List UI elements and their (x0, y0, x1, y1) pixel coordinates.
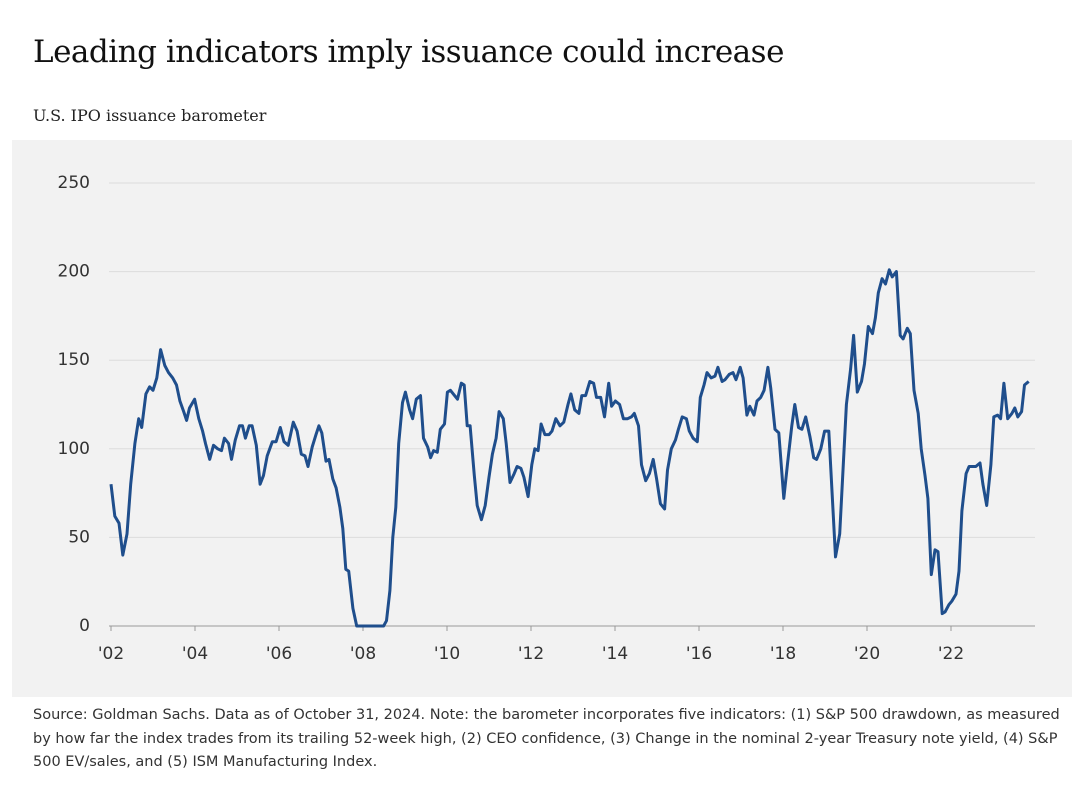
x-tick-label: '02 (98, 644, 124, 664)
y-tick-label: 0 (79, 616, 90, 636)
y-tick-label: 250 (58, 173, 90, 193)
x-tick-label: '12 (518, 644, 544, 664)
x-tick-label: '16 (686, 644, 712, 664)
chart-panel (12, 140, 1072, 697)
x-tick-label: '10 (434, 644, 460, 664)
y-tick-label: 100 (58, 439, 90, 459)
y-tick-label: 50 (68, 527, 90, 547)
x-tick-label: '04 (182, 644, 208, 664)
data-line (109, 268, 1030, 628)
x-tick-label: '20 (854, 644, 880, 664)
x-tick-label: '08 (350, 644, 376, 664)
x-tick-label: '22 (938, 644, 964, 664)
chart-subtitle: U.S. IPO issuance barometer (33, 106, 267, 125)
x-tick-label: '06 (266, 644, 292, 664)
x-tick-label: '18 (770, 644, 796, 664)
y-tick-label: 200 (58, 262, 90, 282)
y-tick-label: 150 (58, 350, 90, 370)
x-tick-label: '14 (602, 644, 628, 664)
source-note: Source: Goldman Sachs. Data as of Octobe… (33, 707, 1060, 770)
chart: 0 50 100 150 200 250 '02 '04 '06 '08 '10 '12 '14 '16 '… (58, 173, 1035, 664)
chart-title: Leading indicators imply issuance could … (33, 34, 784, 70)
